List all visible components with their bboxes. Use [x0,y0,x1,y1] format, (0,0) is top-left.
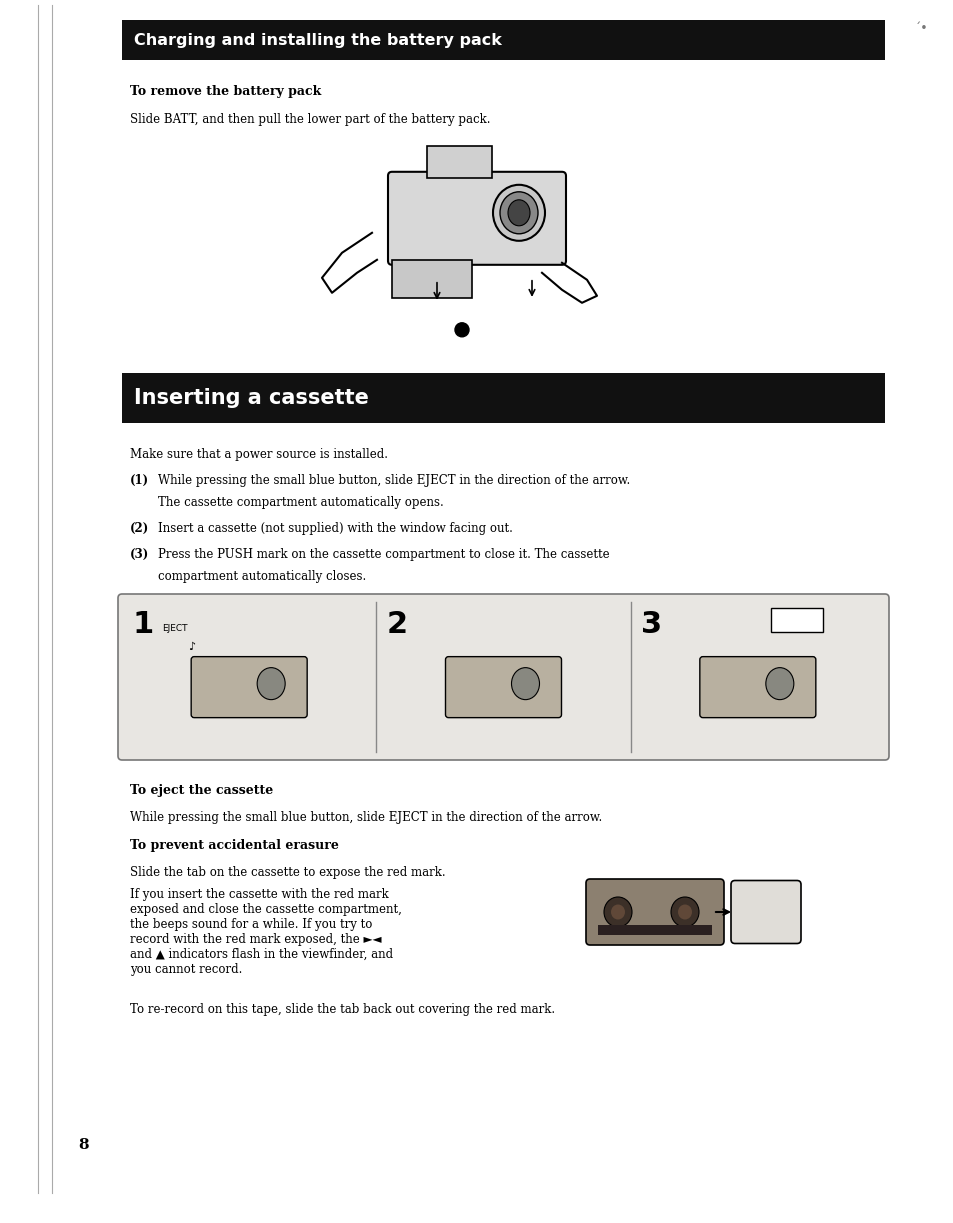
Ellipse shape [455,323,469,336]
Bar [427,146,492,177]
Ellipse shape [670,896,699,927]
Text: (1): (1) [130,475,149,487]
Text: Insert a cassette (not supplied) with the window facing out.: Insert a cassette (not supplied) with th… [158,522,513,534]
FancyBboxPatch shape [445,657,561,718]
Ellipse shape [610,905,624,920]
Ellipse shape [765,668,793,700]
Text: Inserting a cassette: Inserting a cassette [133,388,369,408]
FancyBboxPatch shape [730,881,801,943]
FancyBboxPatch shape [118,594,888,759]
FancyBboxPatch shape [191,657,307,718]
Text: If you insert the cassette with the red mark
exposed and close the cassette comp: If you insert the cassette with the red … [130,888,401,976]
Ellipse shape [493,185,544,241]
Text: 8: 8 [78,1137,89,1152]
Ellipse shape [511,668,539,700]
Text: While pressing the small blue button, slide EJECT in the direction of the arrow.: While pressing the small blue button, sl… [130,811,601,824]
Bar [598,925,711,934]
Text: While pressing the small blue button, slide EJECT in the direction of the arrow.: While pressing the small blue button, sl… [158,475,630,487]
FancyBboxPatch shape [700,657,815,718]
Text: EJECT: EJECT [162,624,188,634]
Ellipse shape [603,896,631,927]
FancyBboxPatch shape [585,879,723,945]
Text: 0: 0 [458,325,464,334]
Text: 3: 3 [640,610,661,638]
Text: (3): (3) [130,548,149,561]
Text: compartment automatically closes.: compartment automatically closes. [158,570,366,583]
Text: Press the PUSH mark on the cassette compartment to close it. The cassette: Press the PUSH mark on the cassette comp… [158,548,609,561]
Ellipse shape [507,199,530,226]
Text: (2): (2) [130,522,149,534]
Text: To prevent accidental erasure: To prevent accidental erasure [130,839,338,852]
Text: To remove the battery pack: To remove the battery pack [130,86,321,98]
FancyBboxPatch shape [388,171,565,265]
Text: 2: 2 [386,610,407,638]
Text: ´•: ´• [914,22,927,35]
Bar [770,608,821,632]
Text: Slide BATT, and then pull the lower part of the battery pack.: Slide BATT, and then pull the lower part… [130,113,490,126]
Text: Slide the tab on the cassette to expose the red mark.: Slide the tab on the cassette to expose … [130,866,445,879]
Text: To eject the cassette: To eject the cassette [130,784,273,797]
Text: Charging and installing the battery pack: Charging and installing the battery pack [133,33,501,48]
Ellipse shape [499,192,537,234]
Ellipse shape [257,668,285,700]
Text: To re-record on this tape, slide the tab back out covering the red mark.: To re-record on this tape, slide the tab… [130,1003,555,1016]
Text: 1: 1 [132,610,153,638]
Bar [122,20,884,60]
Text: PUSH: PUSH [782,615,809,625]
Bar [392,259,472,297]
Text: Make sure that a power source is installed.: Make sure that a power source is install… [130,448,388,461]
Bar [122,373,884,423]
Ellipse shape [678,905,691,920]
Text: ♪: ♪ [188,642,195,652]
Text: The cassette compartment automatically opens.: The cassette compartment automatically o… [158,497,443,509]
